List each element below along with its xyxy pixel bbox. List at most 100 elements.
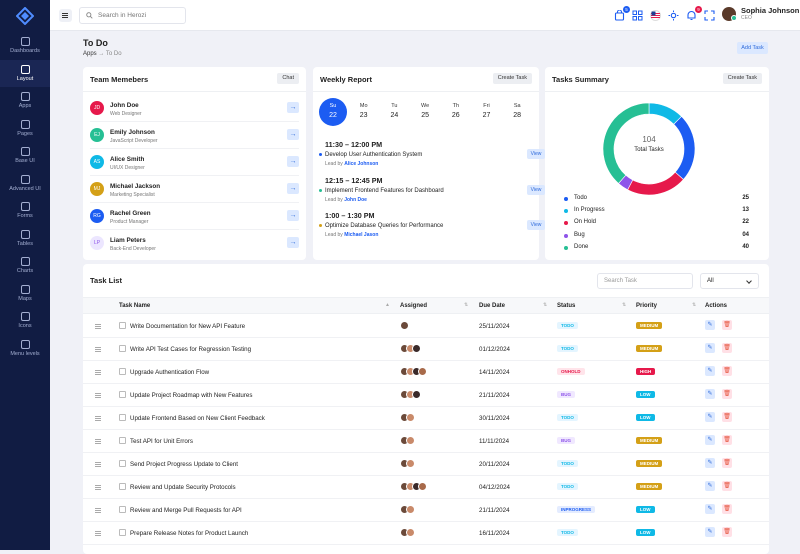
assignee-avatar[interactable]: [418, 367, 427, 376]
edit-icon[interactable]: ✎: [705, 458, 715, 468]
sidebar-item-base-ui[interactable]: Base UI: [0, 142, 50, 170]
col-priority[interactable]: Priority: [636, 303, 658, 309]
day-we[interactable]: We 25: [411, 98, 439, 119]
member-arrow-button[interactable]: →: [287, 210, 299, 221]
delete-icon[interactable]: 🗑: [722, 527, 732, 537]
task-checkbox[interactable]: [119, 414, 126, 421]
sidebar-item-apps[interactable]: Apps: [0, 87, 50, 115]
menu-toggle-button[interactable]: [59, 9, 72, 22]
drag-handle-icon[interactable]: [95, 531, 101, 536]
event-view-button[interactable]: View: [527, 184, 545, 195]
fullscreen-icon[interactable]: [704, 10, 715, 21]
task-checkbox[interactable]: [119, 368, 126, 375]
delete-icon[interactable]: 🗑: [722, 481, 732, 491]
sidebar-item-advanced-ui[interactable]: Advanced UI: [0, 170, 50, 198]
assignee-avatar[interactable]: [406, 459, 415, 468]
drag-handle-icon[interactable]: [95, 416, 101, 421]
col-due-date[interactable]: Due Date: [479, 303, 506, 309]
sidebar-item-tables[interactable]: Tables: [0, 225, 50, 253]
drag-handle-icon[interactable]: [95, 393, 101, 398]
sidebar-item-menu-levels[interactable]: Menu levels: [0, 335, 50, 363]
apps-grid-icon[interactable]: [632, 10, 643, 21]
event-view-button[interactable]: View: [527, 149, 545, 159]
edit-icon[interactable]: ✎: [705, 412, 715, 422]
member-arrow-button[interactable]: →: [287, 129, 299, 140]
sort-icon[interactable]: ⇅: [543, 302, 548, 308]
member-arrow-button[interactable]: →: [287, 183, 299, 194]
assignee-avatar[interactable]: [406, 505, 415, 514]
drag-handle-icon[interactable]: [95, 439, 101, 444]
day-su[interactable]: Su 22: [319, 98, 347, 126]
donut-slice-done[interactable]: [602, 102, 650, 184]
day-th[interactable]: Th 26: [442, 98, 470, 119]
sort-icon[interactable]: ⇅: [692, 302, 697, 308]
sidebar-item-pages[interactable]: Pages: [0, 115, 50, 143]
member-arrow-button[interactable]: →: [287, 237, 299, 248]
delete-icon[interactable]: 🗑: [722, 366, 732, 376]
edit-icon[interactable]: ✎: [705, 481, 715, 491]
sidebar-item-maps[interactable]: Maps: [0, 280, 50, 308]
sidebar-item-layout[interactable]: Layout: [0, 59, 50, 87]
assignee-avatar[interactable]: [406, 528, 415, 537]
chat-button[interactable]: Chat: [277, 73, 299, 84]
notification-bell-icon[interactable]: 9: [686, 6, 702, 21]
edit-icon[interactable]: ✎: [705, 343, 715, 353]
assignee-avatar[interactable]: [418, 482, 427, 491]
day-tu[interactable]: Tu 24: [380, 98, 408, 119]
lead-name[interactable]: Michael Jason: [344, 232, 379, 238]
drag-handle-icon[interactable]: [95, 485, 101, 490]
edit-icon[interactable]: ✎: [705, 320, 715, 330]
col-status[interactable]: Status: [557, 303, 576, 309]
col-task-name[interactable]: Task Name: [119, 303, 151, 309]
sort-icon[interactable]: ⇅: [622, 302, 627, 308]
task-checkbox[interactable]: [119, 483, 126, 490]
member-arrow-button[interactable]: →: [287, 156, 299, 167]
sidebar-item-forms[interactable]: Forms: [0, 197, 50, 225]
task-search-input[interactable]: Search Task: [597, 273, 693, 289]
edit-icon[interactable]: ✎: [705, 527, 715, 537]
breadcrumb-apps[interactable]: Apps: [83, 51, 97, 57]
edit-icon[interactable]: ✎: [705, 389, 715, 399]
assignee-avatar[interactable]: [406, 436, 415, 445]
add-task-button[interactable]: Add Task: [737, 42, 768, 54]
task-checkbox[interactable]: [119, 506, 126, 513]
sidebar-item-charts[interactable]: Charts: [0, 252, 50, 280]
assignee-avatar[interactable]: [412, 344, 421, 353]
sort-icon[interactable]: ⇅: [464, 302, 469, 308]
delete-icon[interactable]: 🗑: [722, 389, 732, 399]
sidebar-item-icons[interactable]: Icons: [0, 307, 50, 335]
edit-icon[interactable]: ✎: [705, 504, 715, 514]
app-logo[interactable]: [0, 0, 50, 32]
event-view-button[interactable]: View: [527, 220, 545, 230]
drag-handle-icon[interactable]: [95, 462, 101, 467]
lead-name[interactable]: John Doe: [344, 196, 367, 203]
user-profile[interactable]: Sophia Johnson CEO: [722, 6, 799, 21]
member-arrow-button[interactable]: →: [287, 102, 299, 113]
theme-sun-icon[interactable]: [668, 10, 679, 21]
delete-icon[interactable]: 🗑: [722, 320, 732, 330]
sidebar-item-dashboards[interactable]: Dashboards: [0, 32, 50, 60]
lead-name[interactable]: Alice Johnson: [344, 161, 379, 167]
language-flag-icon[interactable]: [650, 10, 661, 21]
search-input[interactable]: [98, 12, 178, 19]
task-checkbox[interactable]: [119, 391, 126, 398]
task-checkbox[interactable]: [119, 437, 126, 444]
search-box[interactable]: [79, 7, 186, 24]
delete-icon[interactable]: 🗑: [722, 458, 732, 468]
delete-icon[interactable]: 🗑: [722, 435, 732, 445]
assignee-avatar[interactable]: [406, 413, 415, 422]
day-mo[interactable]: Mo 23: [350, 98, 378, 119]
task-checkbox[interactable]: [119, 322, 126, 329]
delete-icon[interactable]: 🗑: [722, 504, 732, 514]
task-checkbox[interactable]: [119, 345, 126, 352]
drag-handle-icon[interactable]: [95, 324, 101, 329]
drag-handle-icon[interactable]: [95, 370, 101, 375]
cart-icon[interactable]: 5: [614, 6, 630, 21]
drag-handle-icon[interactable]: [95, 347, 101, 352]
day-sa[interactable]: Sa 28: [503, 98, 531, 119]
edit-icon[interactable]: ✎: [705, 435, 715, 445]
sort-icon[interactable]: ▲: [385, 302, 390, 308]
summary-create-task-button[interactable]: Create Task: [722, 73, 762, 84]
task-filter-select[interactable]: All: [700, 273, 759, 289]
delete-icon[interactable]: 🗑: [722, 343, 732, 353]
